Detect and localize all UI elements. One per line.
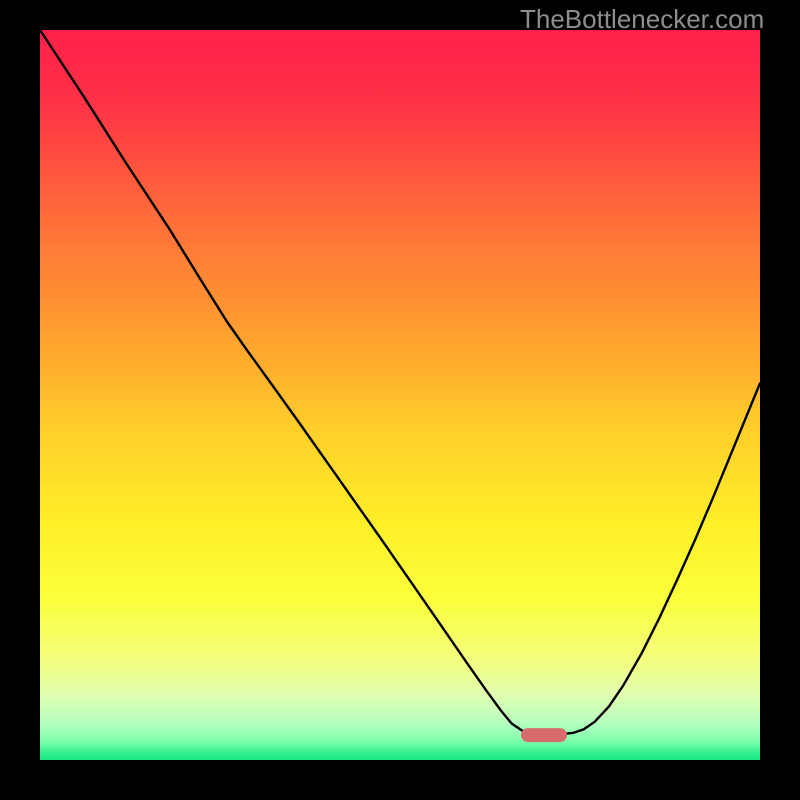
chart-container: TheBottlenecker.com (0, 0, 800, 800)
bottleneck-curve-chart (0, 0, 800, 800)
optimal-marker (521, 728, 567, 742)
plot-background (40, 30, 760, 760)
watermark-text: TheBottlenecker.com (520, 4, 764, 35)
